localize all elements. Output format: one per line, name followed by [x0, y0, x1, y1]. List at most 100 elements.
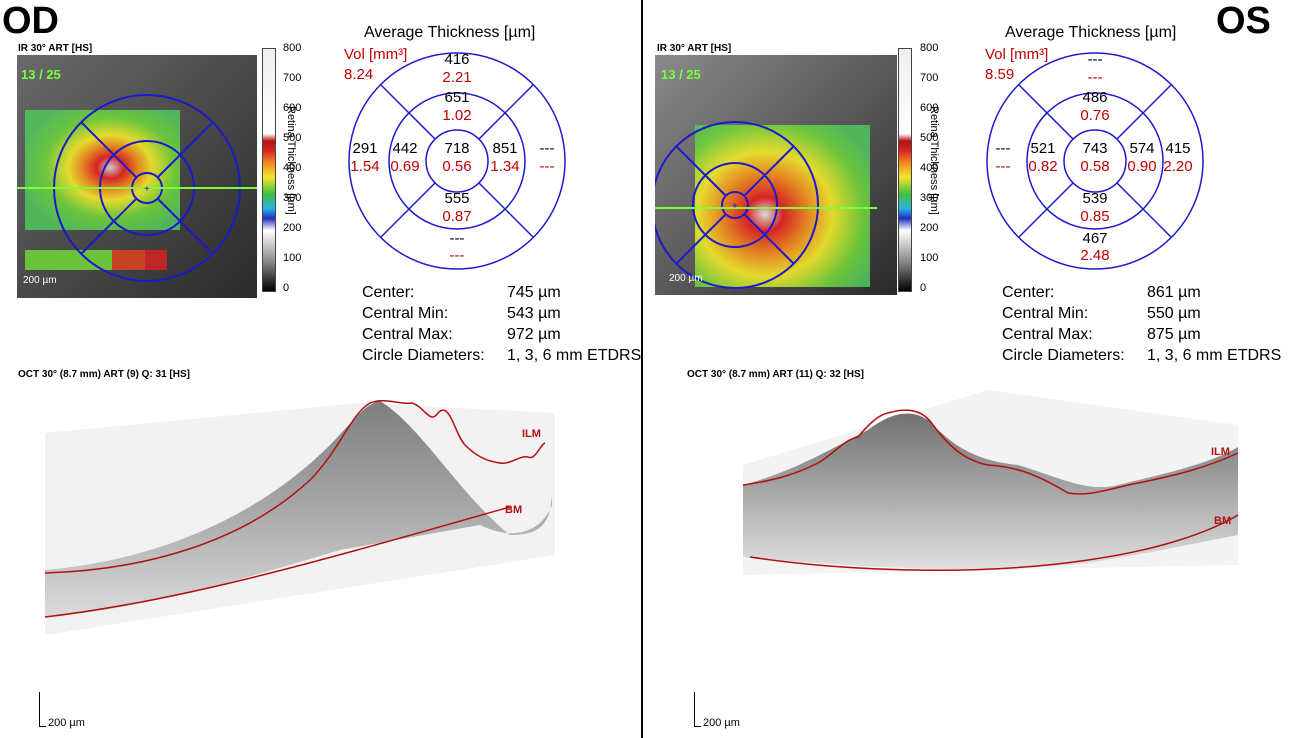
thickness-colorbar — [898, 48, 912, 292]
etdrs-outer-superior-volume: --- — [1087, 69, 1103, 86]
etdrs-outer-inferior-thickness: 467 — [1082, 230, 1108, 247]
etdrs-inner-inferior-thickness: 555 — [444, 190, 470, 207]
etdrs-outer-temporal-volume: --- — [995, 158, 1011, 175]
volume-label: Vol [mm³] — [985, 46, 1049, 63]
etdrs-outer-superior-volume: 2.21 — [442, 69, 472, 86]
thickness-map-overlay: + — [655, 55, 897, 295]
colorbar-tick: 700 — [920, 72, 939, 84]
frame-counter: 13 / 25 — [661, 67, 701, 82]
volume-label: Vol [mm³] — [344, 46, 408, 63]
stat-label: Circle Diameters: — [1002, 347, 1125, 364]
etdrs-center-thickness: 743 — [1082, 140, 1108, 157]
etdrs-inner-superior-volume: 1.02 — [442, 107, 472, 124]
etdrs-outer-superior-thickness: 416 — [444, 51, 470, 68]
etdrs-inner-inferior-volume: 0.85 — [1080, 208, 1110, 225]
ir-header: IR 30° ART [HS] — [657, 43, 732, 54]
stat-label: Central Max: — [362, 326, 453, 343]
colorbar-tick: 800 — [920, 42, 939, 54]
etdrs-outer-temporal-thickness: --- — [995, 140, 1011, 157]
ilm-label: ILM — [522, 428, 541, 440]
os-panel: OS IR 30° ART [HS] — [650, 0, 1300, 738]
stat-value: 875 µm — [1147, 326, 1201, 343]
etdrs-inner-superior-thickness: 486 — [1082, 89, 1108, 106]
stat-label: Central Min: — [1002, 305, 1089, 322]
etdrs-inner-temporal-volume: 0.69 — [390, 158, 420, 175]
thickness-map-overlay: + — [17, 55, 257, 298]
volume-total: 8.59 — [985, 66, 1015, 83]
etdrs-inner-superior-volume: 0.76 — [1080, 107, 1110, 124]
colorbar-tick: 600 — [920, 102, 939, 114]
oct-scale-bar — [39, 692, 46, 727]
colorbar-tick: 800 — [283, 42, 302, 54]
etdrs-inner-temporal-thickness: 521 — [1030, 140, 1056, 157]
stat-label: Central Max: — [1002, 326, 1093, 343]
thickness-stats: Center: 745 µm Central Min: 543 µm Central… — [362, 282, 641, 366]
stat-value: 745 µm — [507, 284, 561, 301]
stat-value: 861 µm — [1147, 284, 1201, 301]
etdrs-grid — [348, 52, 566, 270]
colorbar-tick: 400 — [283, 162, 302, 174]
stat-label: Center: — [1002, 284, 1055, 301]
colorbar-tick: 700 — [283, 72, 302, 84]
etdrs-inner-superior-thickness: 651 — [444, 89, 470, 106]
etdrs-inner-nasal-volume: 0.90 — [1127, 158, 1157, 175]
etdrs-center-volume: 0.56 — [442, 158, 472, 175]
ir-fundus-image[interactable]: + 13 / 25 200 µm — [17, 55, 257, 298]
oct-scale-bar — [694, 692, 701, 727]
etdrs-inner-inferior-volume: 0.87 — [442, 208, 472, 225]
oct-bscan-image[interactable]: ILM BM — [738, 385, 1243, 635]
etdrs-outer-superior-thickness: --- — [1087, 51, 1103, 68]
etdrs-inner-nasal-volume: 1.34 — [490, 158, 520, 175]
etdrs-outer-nasal-volume: --- — [539, 158, 555, 175]
etdrs-outer-nasal-thickness: 415 — [1165, 140, 1191, 157]
bm-label: BM — [505, 504, 522, 516]
oct-header: OCT 30° (8.7 mm) ART (9) Q: 31 [HS] — [18, 369, 190, 380]
stat-value: 1, 3, 6 mm ETDRS — [1147, 347, 1282, 364]
ir-header: IR 30° ART [HS] — [18, 43, 93, 54]
colorbar-tick: 300 — [920, 192, 939, 204]
etdrs-inner-nasal-thickness: 851 — [492, 140, 518, 157]
ir-fundus-image[interactable]: + 13 / 25 200 µm — [655, 55, 897, 295]
thickness-colorbar — [262, 48, 276, 292]
etdrs-outer-inferior-volume: 2.48 — [1080, 247, 1110, 264]
etdrs-title: Average Thickness [µm] — [364, 24, 536, 41]
bm-label: BM — [1214, 515, 1231, 527]
etdrs-outer-nasal-thickness: --- — [539, 140, 555, 157]
etdrs-grid — [986, 52, 1204, 270]
colorbar-tick: 200 — [283, 222, 302, 234]
oct-scale-label: 200 µm — [48, 717, 85, 729]
fundus-scale-label: 200 µm — [669, 273, 703, 284]
colorbar-tick: 500 — [283, 132, 302, 144]
stat-value: 550 µm — [1147, 305, 1201, 322]
etdrs-inner-temporal-volume: 0.82 — [1028, 158, 1058, 175]
colorbar-tick: 0 — [283, 282, 290, 294]
volume-total: 8.24 — [344, 66, 374, 83]
panel-divider — [641, 0, 643, 738]
etdrs-inner-temporal-thickness: 442 — [392, 140, 418, 157]
oct-bscan-image[interactable]: ILM BM — [40, 385, 560, 655]
stat-label: Central Min: — [362, 305, 449, 322]
etdrs-center-thickness: 718 — [444, 140, 470, 157]
etdrs-outer-temporal-volume: 1.54 — [350, 158, 380, 175]
svg-text:+: + — [144, 184, 150, 195]
stat-value: 1, 3, 6 mm ETDRS — [507, 347, 642, 364]
oct-scale-label: 200 µm — [703, 717, 740, 729]
colorbar-tick: 200 — [920, 222, 939, 234]
oct-header: OCT 30° (8.7 mm) ART (11) Q: 32 [HS] — [687, 369, 864, 380]
etdrs-outer-temporal-thickness: 291 — [352, 140, 378, 157]
frame-counter: 13 / 25 — [21, 67, 61, 82]
thickness-stats: Center: 861 µm Central Min: 550 µm Central… — [1002, 282, 1281, 366]
eye-label-od: OD — [2, 0, 59, 42]
eye-label-os: OS — [1216, 0, 1271, 42]
etdrs-center-volume: 0.58 — [1080, 158, 1110, 175]
stat-label: Center: — [362, 284, 415, 301]
colorbar-tick: 100 — [283, 252, 302, 264]
etdrs-outer-inferior-thickness: --- — [449, 230, 465, 247]
fundus-scale-label: 200 µm — [23, 275, 57, 286]
etdrs-outer-nasal-volume: 2.20 — [1163, 158, 1193, 175]
stat-value: 972 µm — [507, 326, 561, 343]
colorbar-tick: 0 — [920, 282, 927, 294]
stat-label: Circle Diameters: — [362, 347, 485, 364]
etdrs-outer-inferior-volume: --- — [449, 247, 465, 264]
od-panel: OD IR 30° ART [HS] — [2, 0, 641, 729]
